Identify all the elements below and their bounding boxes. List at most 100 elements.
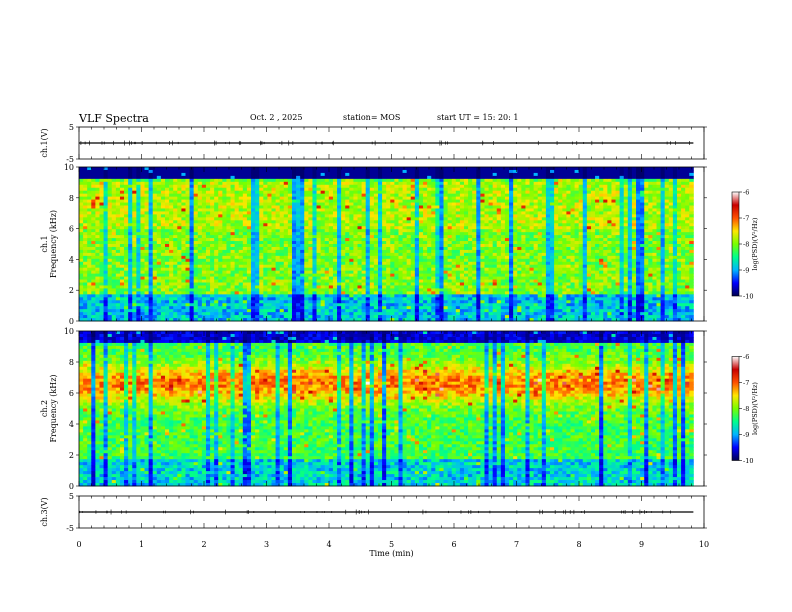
spectrogram-cell [382,244,387,248]
spectrogram-cell [390,255,395,260]
spectrogram-cell [418,238,424,242]
spectrogram-cell [451,184,457,189]
spectrogram-cell [439,211,444,215]
spectrogram-cell [386,270,391,275]
spectrogram-cell [373,255,379,260]
spectrogram-cell [234,223,240,227]
spectrogram-cell [300,291,305,295]
spectrogram-cell [128,244,133,248]
spectrogram-cell [156,226,162,230]
spectrogram-cell [464,297,469,301]
spectrogram-cell [173,202,178,206]
spectrogram-cell [271,172,276,177]
spectrogram-cell [443,205,449,209]
spectrogram-cell [119,202,125,206]
spectrogram-cell [140,199,145,203]
spectrogram-cell [427,270,432,275]
spectrogram-cell [312,288,317,292]
spectrogram-cell [140,232,145,236]
spectrogram-cell [177,172,182,177]
spectrogram-cell [390,208,395,212]
spectrogram-cell [181,178,186,183]
spectrogram-cell [320,276,326,280]
spectrogram-cell [341,273,346,277]
spectrogram-cell [226,279,231,283]
spectrogram-cell [459,167,465,171]
spectrogram-cell [263,211,268,215]
spectrogram-cell [300,300,305,304]
spectrogram-cell [296,196,301,200]
spectrogram-cell [291,258,297,263]
spectrogram-cell [91,169,96,174]
spectrogram-cell [361,303,367,307]
spectrogram-cell [304,270,309,275]
spectrogram-cell [398,306,403,310]
spectrogram-cell [345,190,350,195]
spectrogram-cell [337,175,342,180]
spectrogram-cell [390,261,395,266]
spectrogram-cell [189,279,195,283]
spectrogram-cell [193,264,199,269]
spectrogram-cell [205,193,211,198]
spectrogram-cell [312,294,317,298]
spectrogram-cell [414,255,420,260]
spectrogram-cell [402,232,408,236]
spectrogram-cell [283,208,289,212]
spectrogram-cell [251,270,256,275]
spectrogram-cell [464,232,469,236]
spectrogram-cell [193,214,199,218]
spectrogram-cell [291,235,297,239]
spectrogram-cell [394,223,399,227]
spectrogram-cell [447,303,453,307]
spectrogram-cell [152,249,158,254]
spectrogram-cell [234,217,240,221]
spectrogram-cell [349,249,354,254]
spectrogram-cell [320,205,326,209]
spectrogram-cell [144,244,150,248]
spectrogram-cell [193,276,199,280]
spectrogram-cell [423,235,428,239]
spectrogram-cell [95,267,100,272]
spectrogram-cell [152,246,158,251]
spectrogram-cell [423,184,428,189]
spectrogram-cell [259,172,264,177]
spectrogram-cell [214,273,219,277]
spectrogram-cell [455,270,461,275]
spectrogram-cell [390,244,395,248]
spectrogram-cell [337,297,342,301]
spectrogram-cell [398,291,403,295]
spectrogram-cell [320,178,326,183]
spectrogram-cell [414,169,420,174]
spectrogram-cell [279,249,285,254]
spectrogram-cell [468,181,473,186]
spectrogram-cell [443,267,449,272]
spectrogram-cell [361,178,367,183]
spectrogram-cell [357,235,363,239]
spectrogram-cell [185,288,190,292]
spectrogram-cell [246,306,252,310]
spectrogram-cell [160,220,166,224]
spectrogram-cell [148,282,154,286]
spectrogram-cell [218,223,223,227]
spectrogram-cell [345,238,350,242]
spectrogram-cell [349,172,354,177]
spectrogram-cell [402,255,408,260]
spectrogram-cell [124,270,129,275]
spectrogram-cell [283,306,289,310]
spectrogram-cell [214,223,219,227]
spectrogram-cell [369,229,375,233]
spectrogram-cell [464,238,469,242]
spectrogram-cell [320,169,326,174]
spectrogram-cell [361,184,367,189]
spectrogram-cell [115,285,121,289]
spectrogram-cell [259,178,264,183]
spectrogram-cell [197,184,203,189]
spectrogram-cell [451,241,457,245]
spectrogram-cell [271,270,276,275]
spectrogram-cell [418,258,424,263]
spectrogram-cell [238,238,244,242]
spectrogram-cell [418,270,424,275]
spectrogram-cell [193,249,199,254]
spectrogram-cell [271,312,276,316]
spectrogram-cell [296,294,301,298]
